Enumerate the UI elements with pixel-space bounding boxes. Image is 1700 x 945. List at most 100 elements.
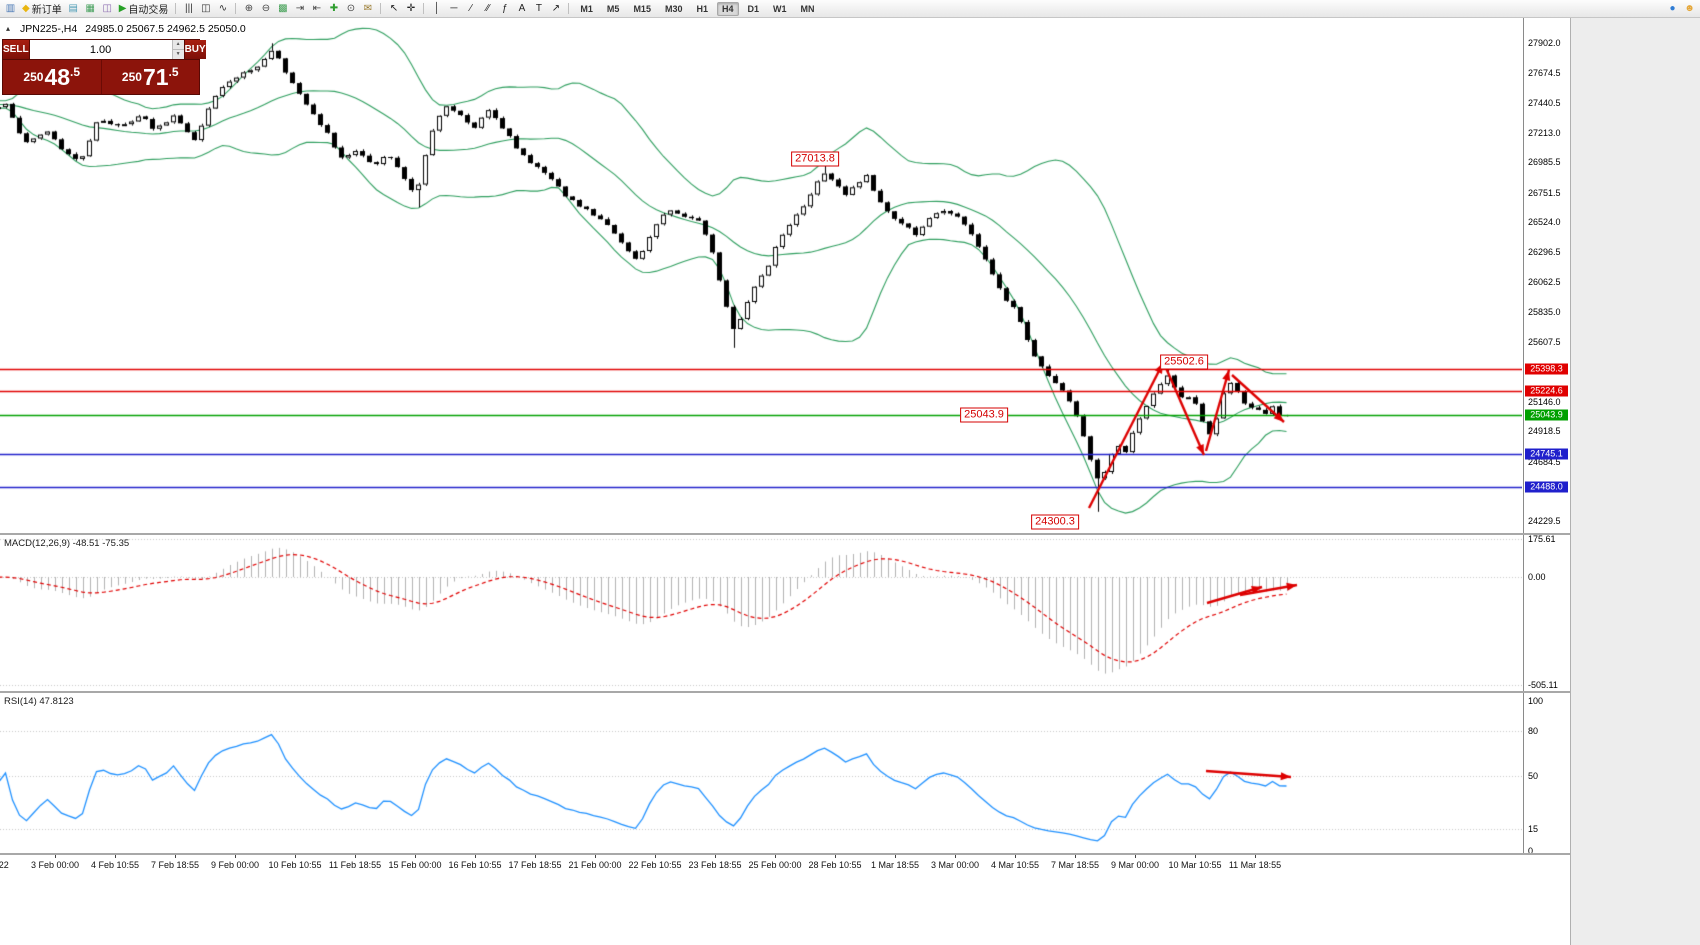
macd-axis-label: 175.61: [1528, 534, 1556, 544]
time-axis-label: 21 Feb 00:00: [568, 860, 622, 870]
toolbar-separator: [380, 3, 382, 14]
price-axis-badge: 25043.9: [1525, 409, 1568, 421]
chart-profiles-icon[interactable]: ▤: [68, 2, 78, 14]
cursor-icon[interactable]: ↖: [389, 2, 399, 14]
text-icon[interactable]: A: [518, 2, 526, 14]
panel-separator[interactable]: [0, 533, 1570, 535]
chart-title: JPN225-,H4 24985.0 25067.5 24962.5 25050.…: [20, 23, 246, 35]
time-axis-tick: [1135, 855, 1136, 858]
chart-annotation-label[interactable]: 24300.3: [1031, 514, 1079, 530]
navigator-icon[interactable]: ◫: [102, 2, 112, 14]
macd-name: MACD(12,26,9): [4, 538, 70, 549]
time-axis[interactable]: 1 Feb 2022 3 Feb 00:00 4 Feb 10:55 7 Feb 18…: [0, 855, 1570, 873]
price-axis-badge: 24745.1: [1525, 448, 1568, 460]
toolbar-separator: [423, 3, 425, 14]
zoom-in-icon[interactable]: ⊕: [244, 2, 254, 14]
price-axis-tick: 27674.5: [1528, 67, 1561, 78]
main-chart-canvas[interactable]: [0, 18, 1522, 533]
price-axis-tick: 26524.0: [1528, 217, 1561, 228]
time-axis-tick: [775, 855, 776, 858]
price-axis-tick: 24229.5: [1528, 516, 1561, 526]
price-axis[interactable]: 27902.0 27674.5 27440.5 27213.0 26985.5 26751…: [1523, 18, 1570, 856]
panel-separator[interactable]: [0, 853, 1570, 855]
bar-chart-mode-icon[interactable]: |||: [185, 2, 193, 14]
macd-panel-canvas[interactable]: [0, 535, 1522, 691]
time-axis-label: 9 Feb 00:00: [210, 860, 260, 870]
new-order-button[interactable]: ◆ 新订单: [22, 2, 62, 16]
horizontal-line-icon[interactable]: ─: [450, 2, 458, 14]
price-axis-tick: 27440.5: [1528, 98, 1561, 109]
panel-separator[interactable]: [0, 691, 1570, 693]
periods-icon[interactable]: ⊙: [346, 2, 356, 14]
time-axis-label: 3 Feb 00:00: [30, 860, 80, 870]
trendline-icon[interactable]: ∕: [470, 2, 472, 14]
price-axis-tick: 26062.5: [1528, 277, 1561, 288]
time-axis-label: 1 Feb 2022: [0, 860, 9, 870]
buy-price[interactable]: 250 71.5: [121, 63, 179, 90]
rsi-panel-canvas[interactable]: [0, 693, 1522, 853]
timeframe-button-h1[interactable]: H1: [696, 3, 708, 14]
sell-button[interactable]: SELL: [3, 40, 30, 59]
candlestick-mode-icon[interactable]: ◫: [201, 2, 211, 14]
chart-shift-icon[interactable]: ⇤: [312, 2, 322, 14]
time-axis-tick: [1075, 855, 1076, 858]
channel-icon[interactable]: ∕∕: [486, 2, 490, 14]
price-axis-tick: 26985.5: [1528, 157, 1561, 168]
market-watch-icon[interactable]: ▦: [85, 2, 95, 14]
vertical-line-icon[interactable]: │: [433, 2, 441, 14]
timeframe-button-m1[interactable]: M1: [580, 3, 593, 14]
price-axis-badge: 25398.3: [1525, 363, 1568, 375]
volume-input[interactable]: [29, 40, 172, 59]
chart-annotation-label[interactable]: 27013.8: [791, 151, 839, 167]
label-icon[interactable]: T: [535, 2, 542, 14]
time-axis-label: 28 Feb 10:55: [808, 860, 862, 870]
time-axis-tick: [895, 855, 896, 858]
timeframe-button-w1[interactable]: W1: [773, 3, 787, 14]
timeframe-button-m5[interactable]: M5: [606, 3, 620, 14]
line-chart-mode-icon[interactable]: ∿: [218, 2, 228, 14]
timeframe-button-d1[interactable]: D1: [747, 3, 760, 14]
tile-windows-icon[interactable]: ▩: [278, 2, 288, 14]
indicators-icon[interactable]: ✚: [329, 2, 339, 14]
fibonacci-icon[interactable]: ƒ: [502, 2, 508, 14]
time-axis-tick: [475, 855, 476, 858]
time-axis-tick: [175, 855, 176, 858]
chart-window: ▴ JPN225-,H4 24985.0 25067.5 24962.5 2505…: [0, 18, 1570, 873]
templates-icon[interactable]: ✉: [363, 2, 373, 14]
time-axis-label: 9 Mar 00:00: [1110, 860, 1160, 870]
volume-decrease-button[interactable]: ▼: [172, 49, 184, 59]
community-icon[interactable]: ●: [1669, 2, 1676, 14]
rsi-indicator-label: RSI(14) 47.8123: [4, 696, 74, 707]
profile-icon[interactable]: ☻: [1684, 2, 1695, 14]
chart-annotation-label[interactable]: 25502.6: [1160, 354, 1208, 370]
one-click-collapse-toggle[interactable]: ▴: [6, 24, 11, 33]
chart-annotation-label[interactable]: 25043.9: [960, 407, 1008, 423]
time-axis-tick: [295, 855, 296, 858]
rsi-name: RSI(14): [4, 696, 37, 707]
timeframe-button-m15[interactable]: M15: [633, 3, 651, 14]
zoom-out-icon[interactable]: ⊖: [261, 2, 271, 14]
rsi-axis-label: 50: [1528, 771, 1539, 781]
chart-symbol-period: JPN225-,H4: [20, 23, 78, 35]
arrow-tools-icon[interactable]: ↗: [551, 2, 561, 14]
auto-trading-button[interactable]: ▶ 自动交易: [118, 2, 169, 16]
time-axis-tick: [355, 855, 356, 858]
time-axis-label: 11 Feb 18:55: [328, 860, 382, 870]
time-axis-label: 15 Feb 00:00: [388, 860, 442, 870]
new-chart-icon[interactable]: ▥: [5, 2, 16, 14]
price-axis-tick: 25146.0: [1528, 396, 1561, 407]
sell-price[interactable]: 250 48.5: [3, 60, 102, 94]
buy-button[interactable]: BUY: [183, 40, 206, 59]
time-axis-label: 3 Mar 00:00: [930, 860, 980, 870]
rsi-axis-label: 100: [1528, 696, 1544, 706]
timeframe-button-h4[interactable]: H4: [716, 1, 739, 16]
timeframe-button-mn[interactable]: MN: [800, 3, 815, 14]
time-axis-tick: [415, 855, 416, 858]
crosshair-icon[interactable]: ✛: [406, 2, 416, 14]
time-axis-tick: [535, 855, 536, 858]
time-axis-label: 7 Feb 18:55: [150, 860, 200, 870]
auto-scroll-icon[interactable]: ⇥: [295, 2, 305, 14]
timeframe-button-m30[interactable]: M30: [664, 3, 683, 14]
time-axis-label: 4 Feb 10:55: [90, 860, 140, 870]
volume-increase-button[interactable]: ▲: [172, 40, 184, 49]
